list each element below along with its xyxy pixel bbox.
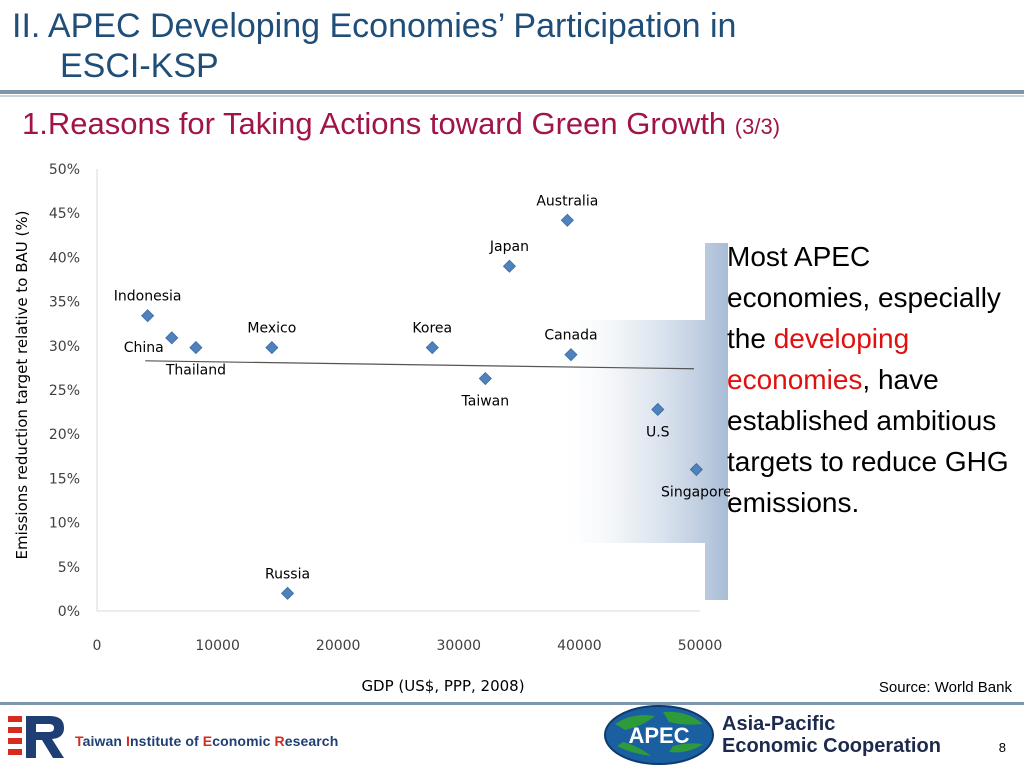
data-label-russia: Russia [265,566,310,582]
data-label-taiwan: Taiwan [461,394,510,410]
tier-name-part: nstitute of [130,733,203,749]
data-point-russia [280,586,295,600]
y-tick-label: 0% [58,604,80,620]
callout-highlight: developing economies [727,323,910,395]
data-label-mexico: Mexico [247,321,296,337]
data-label-us: U.S [646,424,670,440]
y-tick-label: 15% [49,471,80,487]
data-point-indonesia [141,309,155,323]
trendline [145,360,694,370]
subtitle-part: (3/3) [734,114,781,139]
callout-text-after: , have established ambitious targets to … [727,364,1009,518]
data-label-china: China [124,340,164,356]
data-label-singapore: Singapore [661,485,730,501]
apec-name: Asia-Pacific Economic Cooperation [722,713,941,757]
title-divider [0,90,1024,94]
title-divider-secondary [0,95,1024,97]
tier-name-part: aiwan [82,733,127,749]
slide-subtitle: 1.Reasons for Taking Actions toward Gree… [22,106,780,142]
x-tick-label: 20000 [316,638,361,654]
data-point-australia [560,213,574,227]
data-label-korea: Korea [412,321,452,337]
tier-name-part: conomic [212,733,275,749]
x-tick-label: 50000 [678,638,723,654]
x-tick-label: 30000 [437,638,482,654]
tier-logo [6,714,68,762]
y-tick-label: 5% [58,560,80,576]
data-label-australia: Australia [536,193,598,209]
slide-title-line1: II. APEC Developing Economies’ Participa… [12,7,737,45]
x-tick-label: 10000 [195,638,240,654]
data-label-canada: Canada [544,328,597,344]
x-tick-label: 0 [93,638,102,654]
tier-name-part: esearch [284,733,339,749]
y-tick-label: 25% [49,383,80,399]
x-tick-label: 40000 [557,638,602,654]
apec-name-line2: Economic Cooperation [722,735,941,757]
y-tick-label: 50% [49,162,80,178]
data-point-mexico [265,341,279,355]
data-label-indonesia: Indonesia [114,289,182,305]
y-tick-label: 40% [49,250,80,266]
callout-text: Most APEC economies, especially the deve… [727,236,1017,523]
data-point-singapore [689,462,703,477]
y-tick-label: 45% [49,206,80,222]
y-tick-label: 10% [49,516,80,532]
data-point-korea [425,341,439,355]
apec-logo-text: APEC [628,723,689,748]
y-axis-title: Emissions reduction target relative to B… [13,211,31,560]
callout-arrow [555,243,728,600]
apec-logo: APEC [603,704,715,766]
tier-name-part: T [75,733,83,749]
data-point-japan [502,259,517,273]
chart-svg: 0% 5% 10% 15% 20% 25% 30% 35% 40% 45% 50% 0 10000 200… [13,162,730,695]
y-tick-label: 30% [49,339,80,355]
source-note: Source: World Bank [878,679,1012,696]
data-label-japan: Japan [489,239,529,255]
tier-name: Taiwan Institute of Economic Research [75,733,338,749]
subtitle-main: 1.Reasons for Taking Actions toward Gree… [22,106,735,141]
data-point-china [165,331,179,345]
data-point-thailand [189,341,203,355]
slide-title: II. APEC Developing Economies’ Participa… [12,6,736,86]
apec-name-line1: Asia-Pacific [722,713,836,735]
data-point-canada [564,348,578,362]
y-tick-label: 20% [49,427,80,443]
tier-name-part: I [126,733,131,749]
footer-divider [0,702,1024,705]
data-point-us [651,402,665,417]
y-tick-label: 35% [49,295,80,311]
callout-text-before: Most APEC economies, especially the [727,241,1001,354]
data-point-taiwan [478,371,492,386]
data-label-thailand: Thailand [165,363,226,379]
slide-title-line2: ESCI-KSP [60,47,219,85]
tier-name-part: R [274,733,285,749]
scatter-chart: 0% 5% 10% 15% 20% 25% 30% 35% 40% 45% 50% 0 10000 200… [0,150,730,700]
tier-name-part: E [202,733,213,749]
page-number: 8 [998,740,1006,755]
x-axis-title: GDP (US$, PPP, 2008) [361,677,524,695]
